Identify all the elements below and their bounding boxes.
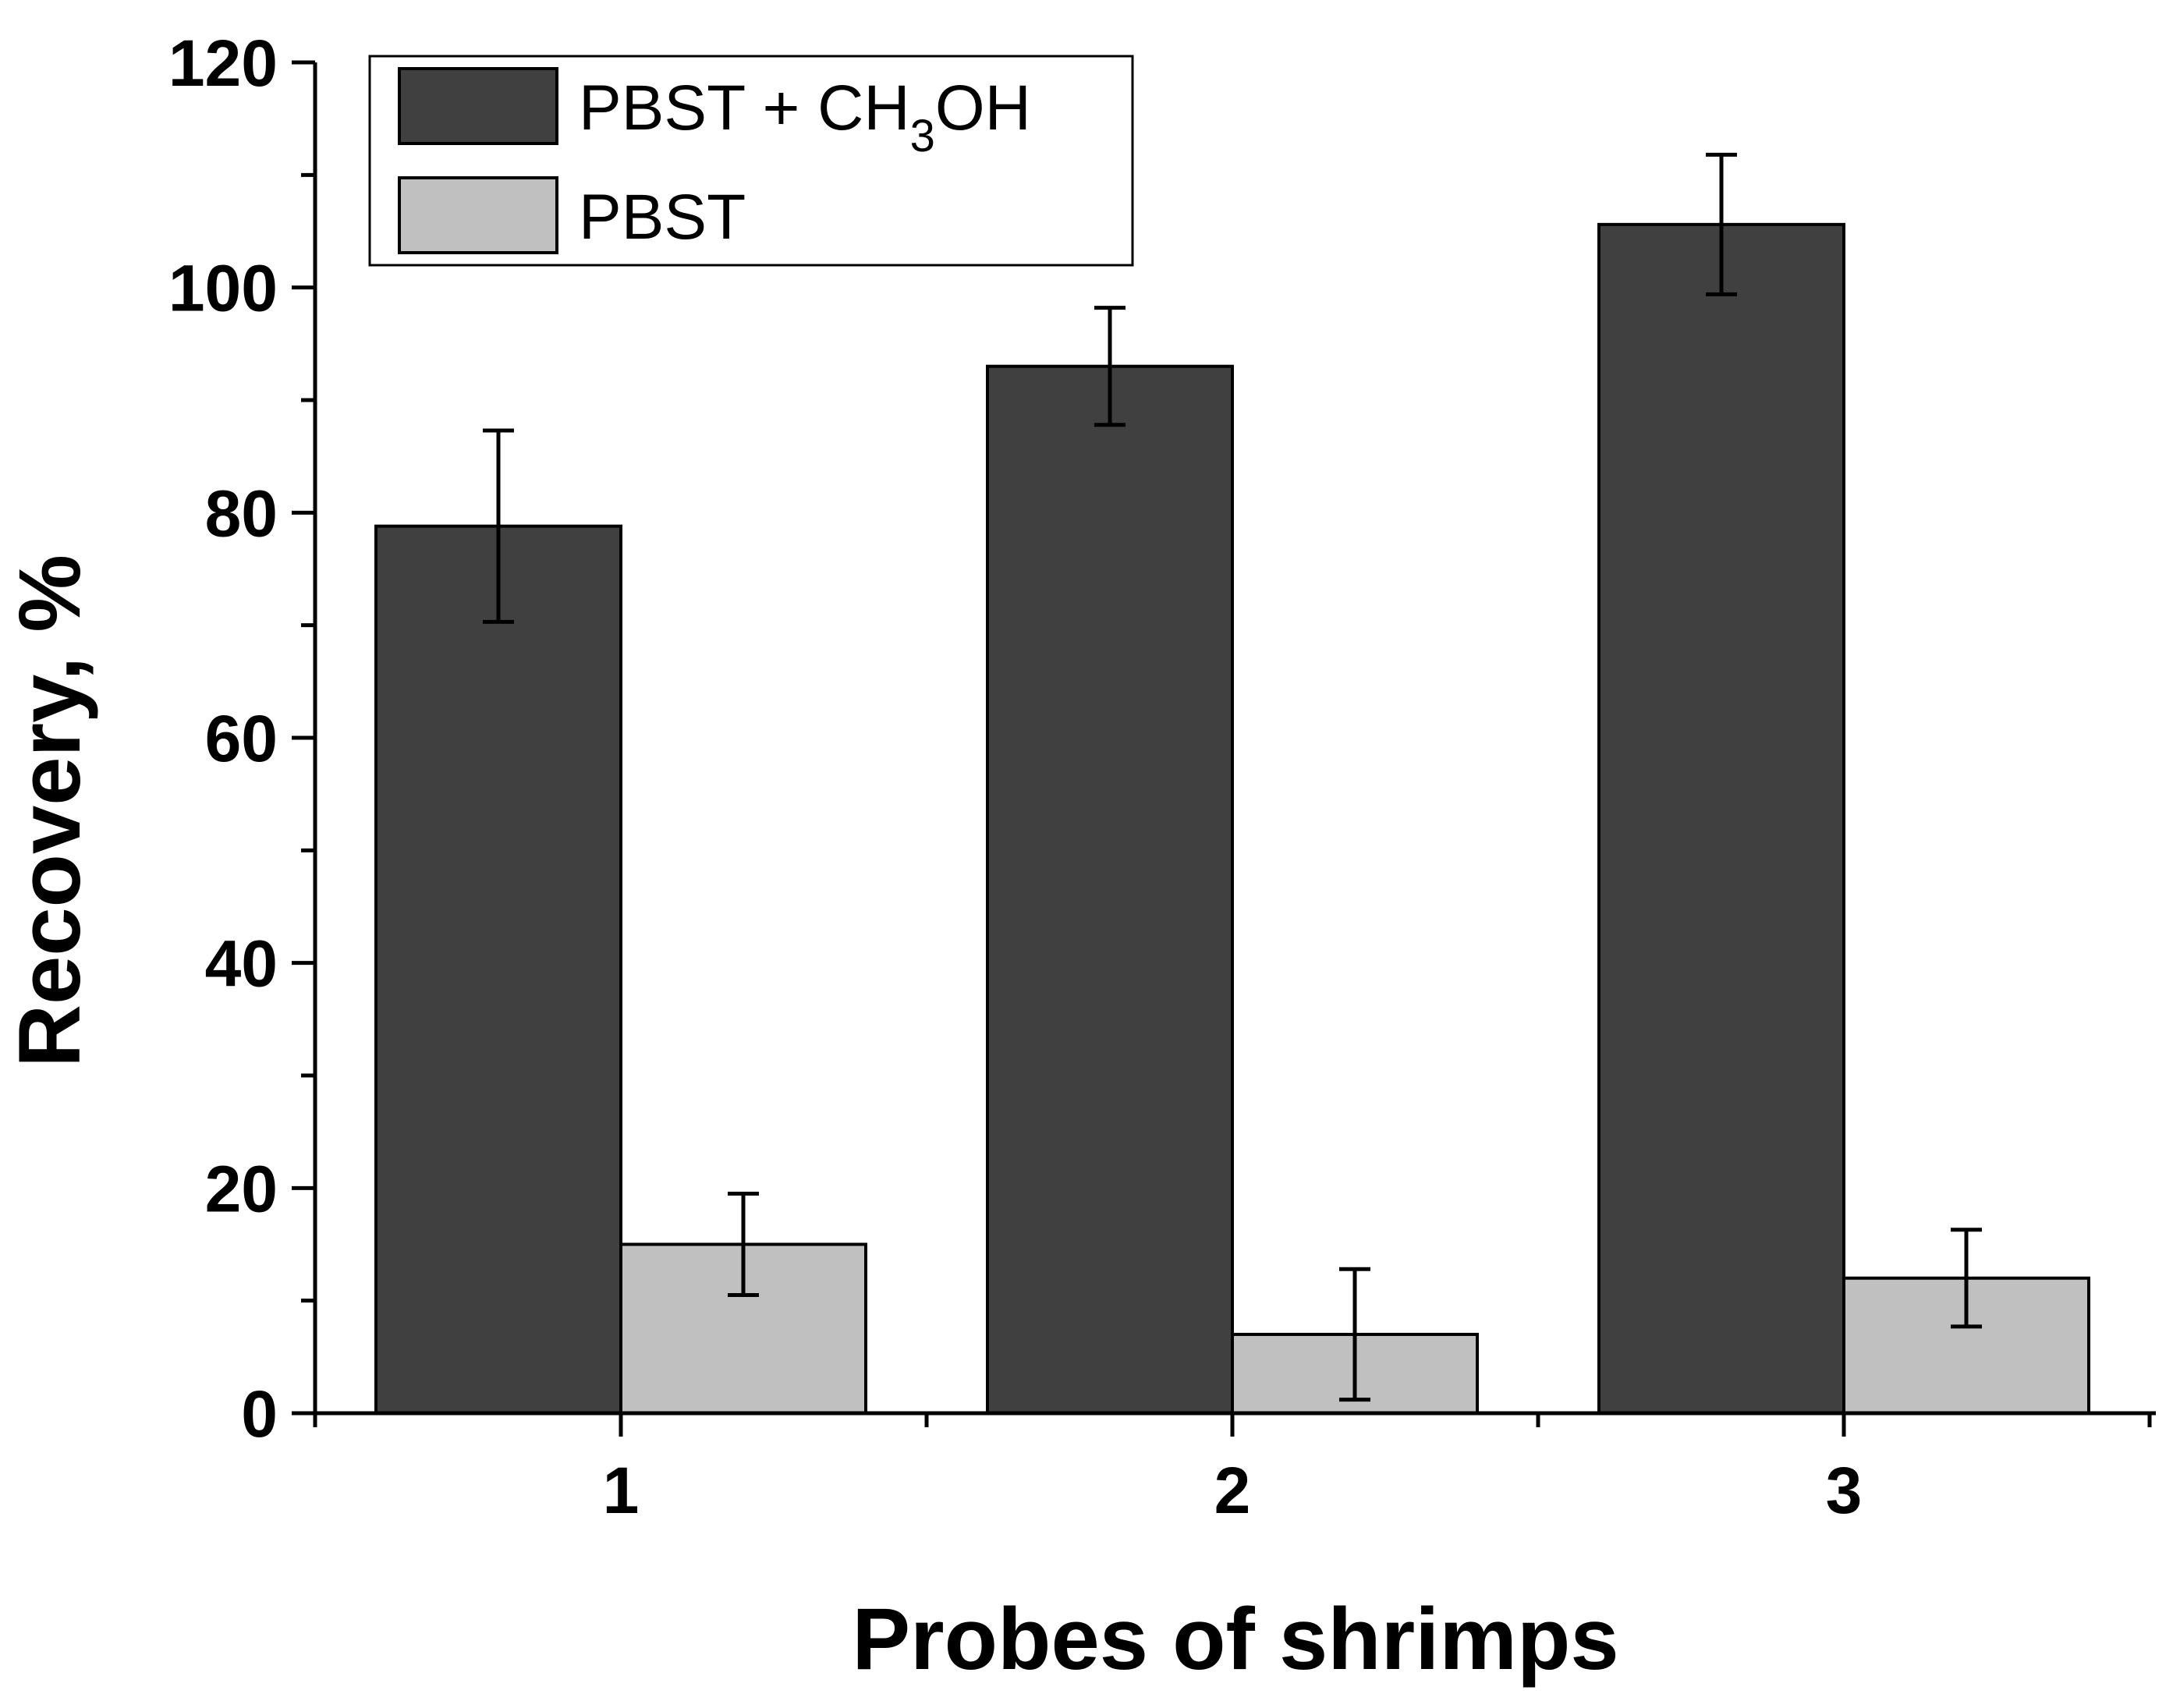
x-axis-title: Probes of shrimps: [852, 1590, 1618, 1688]
y-tick-label-100: 100: [168, 252, 278, 325]
y-tick-label-80: 80: [205, 477, 278, 550]
legend-label-pbst: PBST: [579, 182, 746, 253]
y-tick-label-20: 20: [205, 1152, 278, 1225]
legend-swatch-pbst-ch3oh: [398, 67, 558, 145]
errorbars-layer: [483, 152, 1982, 1402]
bar-series1-probe-2: [986, 364, 1234, 1416]
y-tick-label-120: 120: [168, 27, 278, 100]
y-tick-label-60: 60: [205, 702, 278, 775]
x-tick-label-1: 1: [603, 1454, 640, 1527]
y-axis-title: Recovery, %: [1, 555, 98, 1068]
bar-series1-probe-3: [1597, 222, 1845, 1416]
ticks-layer: 1 2 3 0 20 40 60 80 100 120: [168, 27, 2152, 1527]
x-tick-label-2: 2: [1214, 1454, 1251, 1527]
legend-swatch-pbst: [398, 176, 558, 254]
legend: PBST + CH3OH PBST: [368, 55, 1134, 267]
bars-layer: [374, 222, 2090, 1416]
y-tick-label-40: 40: [205, 927, 278, 1001]
y-tick-label-0: 0: [241, 1377, 278, 1451]
legend-label-pbst-ch3oh: PBST + CH3OH: [579, 73, 1031, 161]
x-tick-label-3: 3: [1826, 1454, 1863, 1527]
bar-series1-probe-1: [374, 524, 622, 1415]
